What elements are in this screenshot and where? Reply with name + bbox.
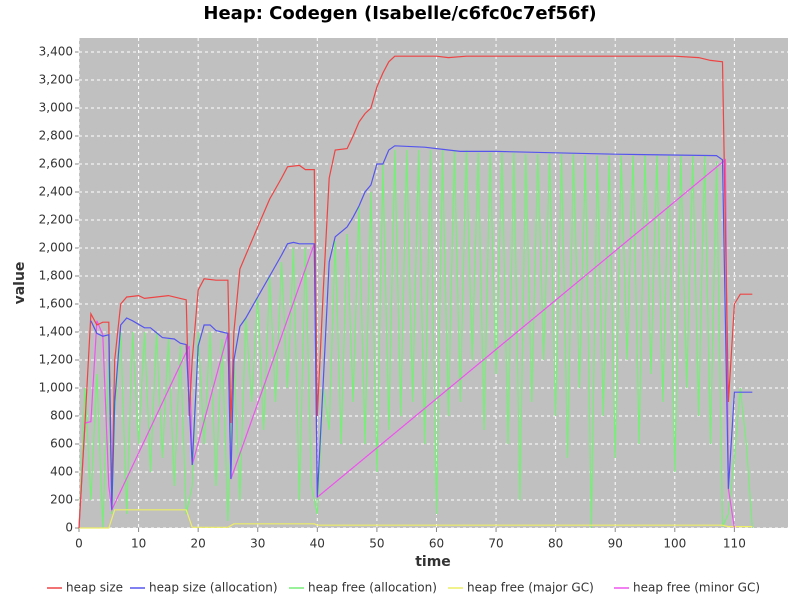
chart-title: Heap: Codegen (Isabelle/c6fc0c7ef56f) xyxy=(203,3,596,24)
y-tick-label: 3,400 xyxy=(39,45,73,59)
x-tick-label: 20 xyxy=(191,537,206,551)
x-tick-label: 80 xyxy=(548,537,563,551)
y-tick-label: 0 xyxy=(65,521,73,535)
x-tick-label: 90 xyxy=(608,537,623,551)
x-tick-label: 110 xyxy=(723,537,746,551)
x-tick-label: 30 xyxy=(250,537,265,551)
x-tick-label: 0 xyxy=(75,537,83,551)
series-line xyxy=(78,55,753,529)
y-tick-label: 200 xyxy=(50,493,73,507)
legend-label: heap free (allocation) xyxy=(308,581,437,595)
y-tick-label: 2,400 xyxy=(39,185,73,199)
legend-label: heap size (allocation) xyxy=(149,581,278,595)
legend: heap size heap size (allocation) heap free… xyxy=(47,581,760,595)
x-tick-label: 60 xyxy=(429,537,444,551)
x-tick-label: 50 xyxy=(369,537,384,551)
y-tick-label: 3,000 xyxy=(39,101,73,115)
x-tick-label: 70 xyxy=(488,537,503,551)
y-tick-label: 400 xyxy=(50,465,73,479)
x-tick-label: 100 xyxy=(663,537,686,551)
x-axis-label: time xyxy=(415,554,451,570)
y-tick-label: 2,000 xyxy=(39,241,73,255)
y-tick-label: 2,600 xyxy=(39,157,73,171)
series-line xyxy=(78,158,735,529)
plot-area xyxy=(79,38,788,528)
y-tick-label: 600 xyxy=(50,437,73,451)
y-axis-label: value xyxy=(12,262,28,305)
legend-label: heap free (major GC) xyxy=(467,581,594,595)
y-tick-label: 1,200 xyxy=(39,353,73,367)
y-tick-label: 2,800 xyxy=(39,129,73,143)
y-tick-label: 3,200 xyxy=(39,73,73,87)
series-line xyxy=(78,149,753,529)
y-tick-label: 800 xyxy=(50,409,73,423)
y-tick-label: 1,400 xyxy=(39,325,73,339)
y-tick-label: 1,000 xyxy=(39,381,73,395)
y-tick-label: 2,200 xyxy=(39,213,73,227)
series-line xyxy=(90,145,753,510)
lines xyxy=(78,55,753,529)
series-line xyxy=(79,509,753,529)
x-tick-label: 40 xyxy=(310,537,325,551)
y-tick-label: 1,800 xyxy=(39,269,73,283)
x-tick-label: 10 xyxy=(131,537,146,551)
y-tick-label: 1,600 xyxy=(39,297,73,311)
legend-label: heap free (minor GC) xyxy=(633,581,760,595)
legend-label: heap size xyxy=(66,581,123,595)
